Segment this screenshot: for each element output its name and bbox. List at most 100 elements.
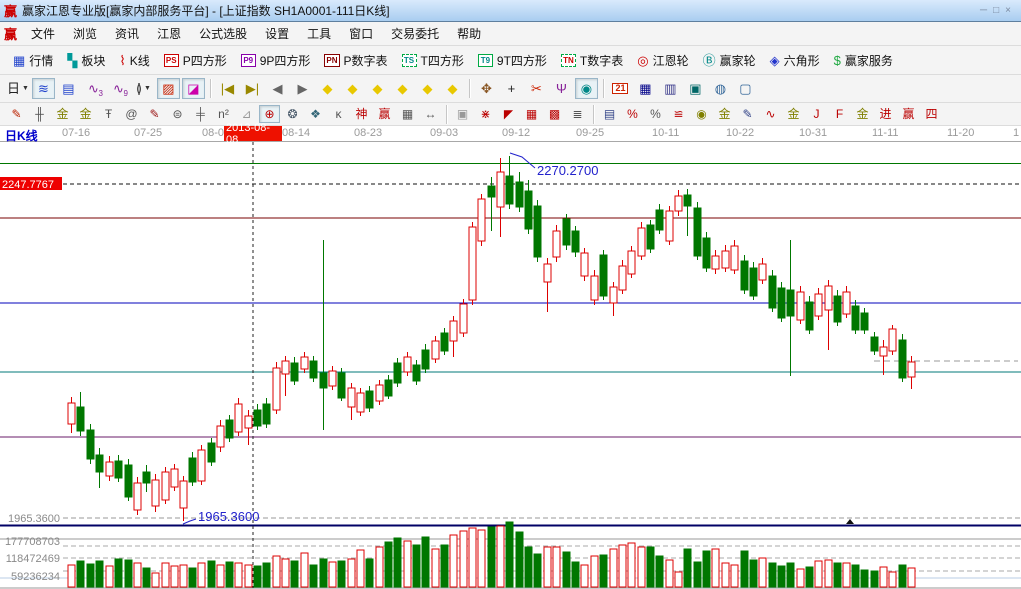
gold-gate-1-icon[interactable]: 金 xyxy=(56,107,69,121)
toolbar-item-p-table[interactable]: PN P数字表 xyxy=(317,46,394,74)
web-1-icon[interactable]: ❂ xyxy=(287,107,298,121)
toolbar-item-9p-square[interactable]: P9 9P四方形 xyxy=(234,46,318,74)
j-line-icon[interactable]: J xyxy=(813,107,820,121)
save-icon[interactable]: ▣ xyxy=(689,81,702,96)
grid-123-icon[interactable]: ▦ xyxy=(401,107,414,121)
diamond-all-icon[interactable]: ◆ xyxy=(422,81,433,96)
toolbar-item-kline[interactable]: ⌇ K线 xyxy=(112,46,156,74)
diamond-right-icon[interactable]: ◆ xyxy=(347,81,358,96)
pc-save-icon[interactable]: ▢ xyxy=(739,81,752,96)
parallel-lines-icon[interactable]: ≣ xyxy=(572,107,583,121)
fan-icon[interactable]: ◤ xyxy=(503,107,514,121)
menu-4[interactable]: 公式选股 xyxy=(199,27,248,41)
menu-9[interactable]: 帮助 xyxy=(457,27,482,41)
rays-icon[interactable]: ⋇ xyxy=(480,107,491,121)
frame-icon[interactable]: ▣ xyxy=(456,107,469,121)
grid-comb-icon[interactable]: ╫ xyxy=(35,107,44,121)
volume-bar xyxy=(609,548,618,588)
jin-line-icon[interactable]: 进 xyxy=(879,107,892,121)
gold-angle-icon[interactable]: 金 xyxy=(787,107,800,121)
info-doc-icon[interactable]: ▤ xyxy=(62,81,75,96)
maximize-button[interactable]: □ xyxy=(993,5,1000,16)
stats-col-icon[interactable]: ▤ xyxy=(603,107,616,121)
candlestick-chart[interactable]: 2247.7767 1965.3600 177708703 118472469 5923… xyxy=(0,142,1021,589)
diamond-cross-icon[interactable]: ◆ xyxy=(397,81,408,96)
f-tool-icon[interactable]: Ŧ xyxy=(104,107,113,121)
menu-2[interactable]: 资讯 xyxy=(115,27,140,41)
toolbar-item-blocks[interactable]: ▚ 板块 xyxy=(60,46,112,74)
gold-line-icon[interactable]: 金 xyxy=(718,107,731,121)
n-squared-icon[interactable]: n² xyxy=(218,107,229,121)
color-histogram-icon[interactable]: ◪ xyxy=(181,78,205,99)
menu-8[interactable]: 交易委托 xyxy=(391,27,440,41)
gold-circle-icon[interactable]: ◉ xyxy=(696,107,707,121)
red-pencil-icon[interactable]: ✎ xyxy=(149,107,160,121)
diamond-left-icon[interactable]: ◆ xyxy=(322,81,333,96)
crosshair-icon[interactable]: + xyxy=(507,81,516,96)
web-2-icon[interactable]: ❖ xyxy=(310,107,321,121)
toolbar-item-t-square[interactable]: TS T四方形 xyxy=(395,46,471,74)
web-save-icon[interactable]: ◍ xyxy=(714,81,727,96)
last-page-icon[interactable]: ▶| xyxy=(245,81,260,96)
spiral-icon[interactable]: @ xyxy=(125,107,138,121)
menu-1[interactable]: 浏览 xyxy=(73,27,98,41)
toolbar-item-p-square[interactable]: PS P四方形 xyxy=(157,46,234,74)
notebook-icon[interactable]: ▥ xyxy=(664,81,677,96)
toolbar-item-quotes[interactable]: ▦ 行情 xyxy=(6,46,60,74)
toolbar-item-gann-wheel[interactable]: ◎ 江恩轮 xyxy=(630,46,695,74)
measure-icon[interactable]: ✂ xyxy=(531,81,542,96)
angle-tool-icon[interactable]: ⊿ xyxy=(241,107,252,121)
menu-7[interactable]: 窗口 xyxy=(349,27,374,41)
toolbar-item-t-table[interactable]: TN T数字表 xyxy=(554,46,630,74)
h-span-icon[interactable]: ↔ xyxy=(424,107,437,121)
ying-tool-icon[interactable]: 赢 xyxy=(378,107,391,121)
gold-gate-2-icon[interactable]: 金 xyxy=(79,107,92,121)
toolbar-item-9t-square[interactable]: T9 9T四方形 xyxy=(471,46,554,74)
brain-icon[interactable]: ◉ xyxy=(574,78,598,99)
selected-date-badge[interactable]: 2013-08-08 xyxy=(224,122,282,146)
gann-man-icon[interactable]: Ψ xyxy=(556,81,567,96)
pencil-icon[interactable]: ✎ xyxy=(11,107,22,121)
zoom-area-icon[interactable]: ≋ xyxy=(31,78,55,99)
gann-circle-icon[interactable]: ⊕ xyxy=(259,105,280,123)
pct-icon[interactable]: % xyxy=(650,107,661,121)
red-grid-icon[interactable]: ▦ xyxy=(525,107,538,121)
page-next-icon[interactable]: ▶ xyxy=(297,81,308,96)
ying-line-icon[interactable]: 赢 xyxy=(902,107,915,121)
si-line-icon[interactable]: 四 xyxy=(925,107,938,121)
minimize-button[interactable]: ─ xyxy=(980,5,988,16)
menu-0[interactable]: 文件 xyxy=(31,27,56,41)
chart-area[interactable]: 2247.7767 1965.3600 177708703 118472469 5923… xyxy=(0,142,1021,589)
shen-tool-icon[interactable]: 神 xyxy=(355,107,368,121)
candle-body xyxy=(543,263,552,283)
blue-pencil-icon[interactable]: ✎ xyxy=(742,107,753,121)
f-line-icon[interactable]: F xyxy=(835,107,844,121)
diamond-global-icon[interactable]: ◆ xyxy=(447,81,458,96)
gold-angle-2-icon[interactable]: 金 xyxy=(856,107,869,121)
wave-9-icon[interactable]: ∿ 9 xyxy=(113,81,128,98)
pct-line-icon[interactable]: ≌ xyxy=(673,107,684,121)
red-grid-2-icon[interactable]: ▩ xyxy=(548,107,561,121)
toolbar-item-hexagon[interactable]: ◈ 六角形 xyxy=(763,46,827,74)
toolbar-item-winner-service[interactable]: $ 赢家服务 xyxy=(827,46,900,74)
circle-grid-icon[interactable]: ⊜ xyxy=(172,107,183,121)
first-page-icon[interactable]: |◀ xyxy=(220,81,235,96)
k-mark-icon[interactable]: ĸ xyxy=(335,107,342,121)
menu-3[interactable]: 江恩 xyxy=(157,27,182,41)
pct-strike-icon[interactable]: % xyxy=(627,107,638,121)
menu-5[interactable]: 设置 xyxy=(265,27,290,41)
hand-icon[interactable]: ✥ xyxy=(481,81,492,96)
comb-2-icon[interactable]: ╪ xyxy=(196,107,205,121)
layout-icon[interactable]: 日 ▼ xyxy=(7,81,29,96)
red-map-icon[interactable]: ▨ xyxy=(156,78,180,99)
calendar-21-icon[interactable]: 21 xyxy=(609,78,632,99)
toolbar-item-winner-wheel[interactable]: Ⓑ 赢家轮 xyxy=(696,46,763,74)
wave-tool-icon[interactable]: ∿ xyxy=(765,107,776,121)
candle-style-icon[interactable]: ≬ ▼ xyxy=(135,81,151,96)
wave-3-icon[interactable]: ∿ 3 xyxy=(88,81,103,98)
calculator-icon[interactable]: ▦ xyxy=(639,81,652,96)
page-prev-icon[interactable]: ◀ xyxy=(272,81,283,96)
close-button[interactable]: × xyxy=(1005,5,1011,16)
menu-6[interactable]: 工具 xyxy=(307,27,332,41)
diamond-h-icon[interactable]: ◆ xyxy=(372,81,383,96)
